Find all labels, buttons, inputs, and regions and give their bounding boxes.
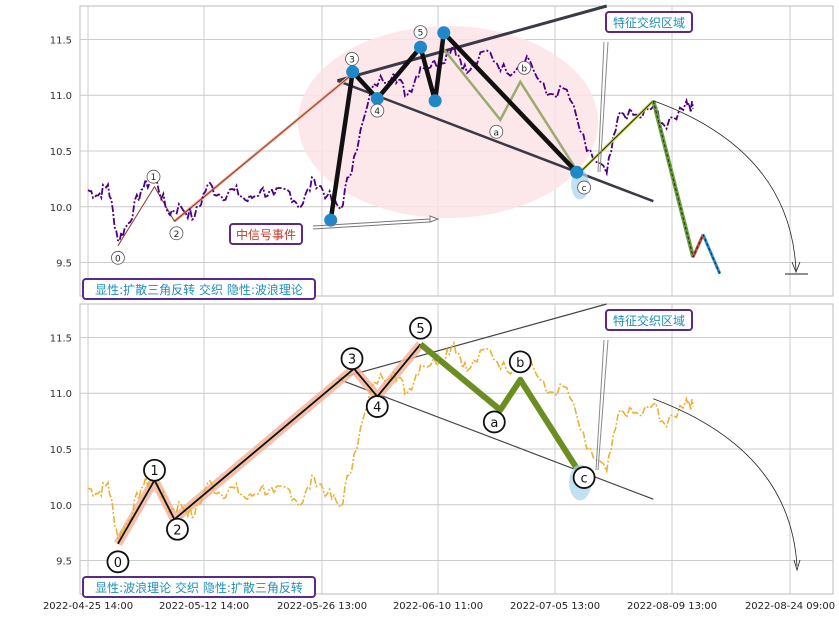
- y-tick-label: 10.0: [50, 203, 72, 214]
- feature-zone-arrow: [597, 41, 609, 173]
- wave-label-4: 4: [373, 401, 381, 416]
- triangle-node: [437, 26, 451, 40]
- wave-label-2: 2: [174, 230, 180, 240]
- wave-label-circle: [517, 60, 532, 75]
- triangle-node: [324, 213, 338, 227]
- wave-label-b: b: [521, 64, 527, 74]
- triangle-upper-line: [336, 4, 608, 83]
- x-tick-label: 2022-06-10 11:00: [393, 601, 483, 612]
- wave-label-circle: [508, 350, 532, 374]
- wave-label-1: 1: [151, 173, 157, 183]
- wave-label-a: a: [494, 128, 500, 138]
- feature-zone-box: [605, 11, 693, 33]
- wave-label-circle: [340, 347, 364, 371]
- triangle-node: [414, 40, 427, 54]
- wave-label-circle: [169, 226, 184, 241]
- y-tick-label: 11.0: [50, 389, 72, 400]
- post-c-thin: [579, 100, 654, 173]
- projection-arrow: [653, 398, 798, 567]
- y-tick-label: 10.5: [50, 445, 72, 456]
- y-tick-label: 9.5: [56, 557, 72, 568]
- wave-label-circle: [577, 180, 591, 195]
- y-tick-label: 11.5: [50, 333, 72, 344]
- y-tick-label: 11.0: [50, 91, 72, 102]
- wave-label-circle: [413, 25, 428, 40]
- y-tick-label: 10.0: [50, 501, 72, 512]
- wave-label-a: a: [490, 416, 498, 431]
- wave-label-circle: [370, 103, 385, 118]
- triangle-node: [346, 65, 360, 79]
- projection-arrowhead: [791, 261, 801, 274]
- wave-label-circle: [365, 395, 389, 418]
- wave-label-circle: [482, 410, 506, 434]
- triangle-lower-line: [337, 378, 654, 500]
- projection-arrowhead: [793, 559, 801, 572]
- caption-box: [82, 576, 316, 598]
- signal-arrow-shaft: [312, 221, 431, 230]
- wave-label-circle: [111, 250, 125, 265]
- signal-event-label: 中信号事件: [236, 227, 296, 242]
- wave-label-b: b: [516, 356, 524, 371]
- price-series-line: [87, 340, 694, 541]
- triangle-node: [428, 94, 442, 108]
- wave-label-c: c: [582, 184, 587, 194]
- panel-top: 9.5 10.0 10.5 11.0 11.5 0 1 2 3 4 5 a b c 中信号事件 特征交织区域显…: [50, 4, 834, 300]
- signal-arrow: [312, 215, 440, 227]
- x-tick-label: 2022-08-09 13:00: [627, 601, 717, 612]
- y-tick-label: 9.5: [56, 259, 72, 270]
- y-tick-label: 10.5: [50, 147, 72, 158]
- triangle-node: [370, 92, 384, 106]
- wave-label-5: 5: [418, 29, 424, 39]
- wave-label-c: c: [581, 472, 588, 487]
- wave-label-circle: [143, 458, 166, 482]
- caption-box: [82, 278, 316, 300]
- y-tick-label: 11.5: [50, 35, 72, 46]
- wave-label-circle: [345, 52, 359, 66]
- caption-text: 显性:波浪理论 交织 隐性:扩散三角反转: [95, 580, 303, 595]
- wave-label-circle: [106, 550, 130, 574]
- panel-bottom: 9.5 10.0 10.5 11.0 11.5 0 1 2 3 4 5 a b c 特征交织区域显性:波浪理…: [50, 303, 834, 598]
- wave-label-3: 3: [348, 353, 356, 368]
- correction-line: [418, 341, 583, 476]
- wave-label-0: 0: [115, 254, 121, 264]
- wave-label-circle: [409, 316, 432, 340]
- triangle-upper-line: [337, 303, 607, 380]
- wave-label-circle: [489, 124, 504, 139]
- wave-label-2: 2: [173, 523, 181, 538]
- caption-text: 显性:扩散三角反转 交织 隐性:波浪理论: [95, 282, 303, 297]
- feature-zone-label: 特征交织区域: [613, 313, 685, 328]
- wave-label-0: 0: [114, 556, 122, 571]
- x-tick-label: 2022-05-12 14:00: [159, 601, 249, 612]
- impulse-line: [117, 343, 422, 545]
- wave-label-3: 3: [349, 55, 355, 65]
- x-tick-label: 2022-08-24 09:00: [745, 601, 835, 612]
- projection-center: [652, 100, 721, 274]
- triangle-lower-line: [336, 79, 654, 203]
- projection-arrow: [653, 100, 797, 271]
- feature-zone-label: 特征交织区域: [613, 15, 685, 30]
- feature-zone-box: [605, 309, 693, 331]
- wave-label-circle: [572, 466, 596, 489]
- x-tick-label: 2022-04-25 14:00: [43, 601, 133, 612]
- triangle-node: [570, 165, 584, 179]
- wave-label-1: 1: [150, 464, 158, 479]
- wave-label-circle: [146, 169, 161, 184]
- x-tick-label: 2022-07-05 13:00: [510, 601, 600, 612]
- wave-label-4: 4: [374, 107, 380, 117]
- price-series-line: [87, 42, 694, 243]
- wave-label-5: 5: [416, 322, 424, 337]
- x-tick-label: 2022-05-26 13:00: [277, 601, 367, 612]
- feature-zone-arrow: [595, 339, 609, 471]
- wave-label-circle: [166, 517, 189, 541]
- signal-event-box: [229, 223, 303, 245]
